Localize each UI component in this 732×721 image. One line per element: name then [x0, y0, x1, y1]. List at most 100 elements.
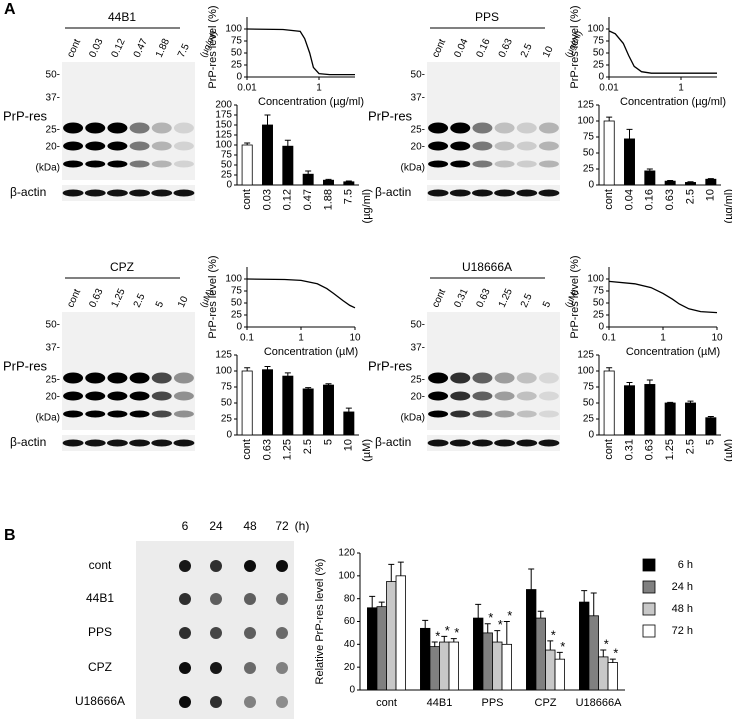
blot-band [494, 160, 515, 168]
x-tick-label: cont [603, 439, 615, 460]
bar [554, 658, 565, 691]
dot [210, 593, 222, 605]
mw-marker: 20- [46, 142, 60, 153]
x-tick-label: 5 [705, 439, 717, 445]
blot-band [85, 410, 106, 418]
bar [386, 581, 397, 691]
actin-image [427, 185, 560, 201]
blot-image [427, 312, 560, 430]
x-tick-label: cont [376, 697, 397, 709]
dot [210, 627, 222, 639]
x-tick-label: 0.16 [644, 189, 656, 210]
y-tick-label: 150 [215, 120, 232, 131]
y-tick-label: 0 [236, 72, 242, 83]
blot-band [450, 141, 471, 151]
blot-title: PPS [475, 10, 499, 24]
bar [448, 641, 459, 691]
mw-marker: 25- [46, 375, 60, 386]
error-bar [600, 649, 607, 657]
blot-band [516, 372, 537, 384]
blot-band [151, 391, 172, 401]
y-tick-label: 75 [583, 382, 595, 393]
legend-label: 72 h [672, 625, 693, 637]
blot-band [129, 372, 150, 384]
time-label: 72 [275, 519, 289, 533]
x-unit-label: (µM) [361, 439, 373, 462]
y-tick-label: 125 [215, 130, 232, 141]
blot-band [516, 122, 537, 134]
y-tick-label: 100 [577, 366, 594, 377]
blot-band [472, 122, 493, 134]
y-tick-label: 25 [231, 310, 243, 321]
blot-band [151, 372, 172, 384]
blot-band [151, 122, 172, 134]
blot-band [63, 410, 84, 418]
axes [608, 267, 717, 328]
blot-band [516, 391, 537, 401]
control-label: β-actin [375, 435, 411, 449]
row-label: cont [89, 558, 112, 572]
error-bar [345, 180, 352, 182]
blot-band [472, 160, 493, 168]
mw-marker: 37- [411, 93, 425, 104]
blot-band [129, 391, 150, 401]
actin-band [427, 439, 449, 447]
blot-title: 44B1 [108, 10, 136, 24]
error-bar [369, 595, 376, 608]
x-tick-label: 1.25 [282, 439, 294, 460]
y-tick-label: 25 [593, 60, 605, 71]
bar [282, 375, 294, 436]
actin-band [151, 189, 173, 197]
x-tick-label: PPS [481, 697, 503, 709]
lane-label: 0.04 [452, 37, 470, 60]
actin-band [449, 189, 471, 197]
y-tick-label: 25 [221, 414, 233, 425]
x-tick-label: 10 [343, 439, 355, 451]
dot [244, 593, 256, 605]
y-tick-label: 50 [583, 148, 595, 159]
x-tick-label: 1 [316, 83, 322, 94]
time-label: 6 [182, 519, 189, 533]
x-tick-label: 0.1 [602, 333, 616, 344]
band-label: PrP-res [368, 358, 413, 373]
bar [535, 617, 546, 691]
bar [624, 385, 635, 436]
blot-band [129, 141, 150, 151]
x-tick-label: 10 [711, 333, 723, 344]
control-label: β-actin [10, 185, 46, 199]
error-bar [305, 170, 312, 175]
lane-label: 0.31 [452, 287, 470, 310]
x-unit-label: (µM) [723, 439, 732, 462]
row-label: U18666A [75, 694, 125, 708]
x-axis-label: Concentration (µM) [626, 346, 720, 358]
lane-label: 0.47 [132, 37, 150, 60]
actin-band [427, 189, 449, 197]
bar [664, 180, 676, 186]
blot-band [450, 391, 471, 401]
x-tick-label: cont [603, 189, 615, 210]
x-tick-label: 5 [322, 439, 334, 445]
y-axis-label: Relative PrP-res level (%) [314, 559, 326, 685]
error-bar [422, 619, 429, 629]
blot-image [427, 62, 560, 180]
blot-band [107, 391, 128, 401]
error-bar [475, 603, 482, 619]
lane-label: 2.5 [519, 292, 535, 310]
mw-marker: 50- [46, 70, 60, 81]
error-bar [284, 372, 291, 377]
error-bar [484, 623, 491, 633]
blot-band [428, 410, 449, 418]
actin-band [494, 189, 516, 197]
mw-marker: 50- [411, 70, 425, 81]
row-label: 44B1 [86, 591, 114, 605]
blot-band [151, 410, 172, 418]
x-tick-label: 0.63 [261, 439, 273, 460]
error-bar [606, 116, 613, 121]
bar [526, 589, 537, 691]
bar [262, 124, 273, 186]
error-bar [388, 563, 395, 582]
legend-swatch [642, 558, 656, 572]
bar [302, 388, 314, 436]
y-tick-label: 50 [231, 48, 243, 59]
